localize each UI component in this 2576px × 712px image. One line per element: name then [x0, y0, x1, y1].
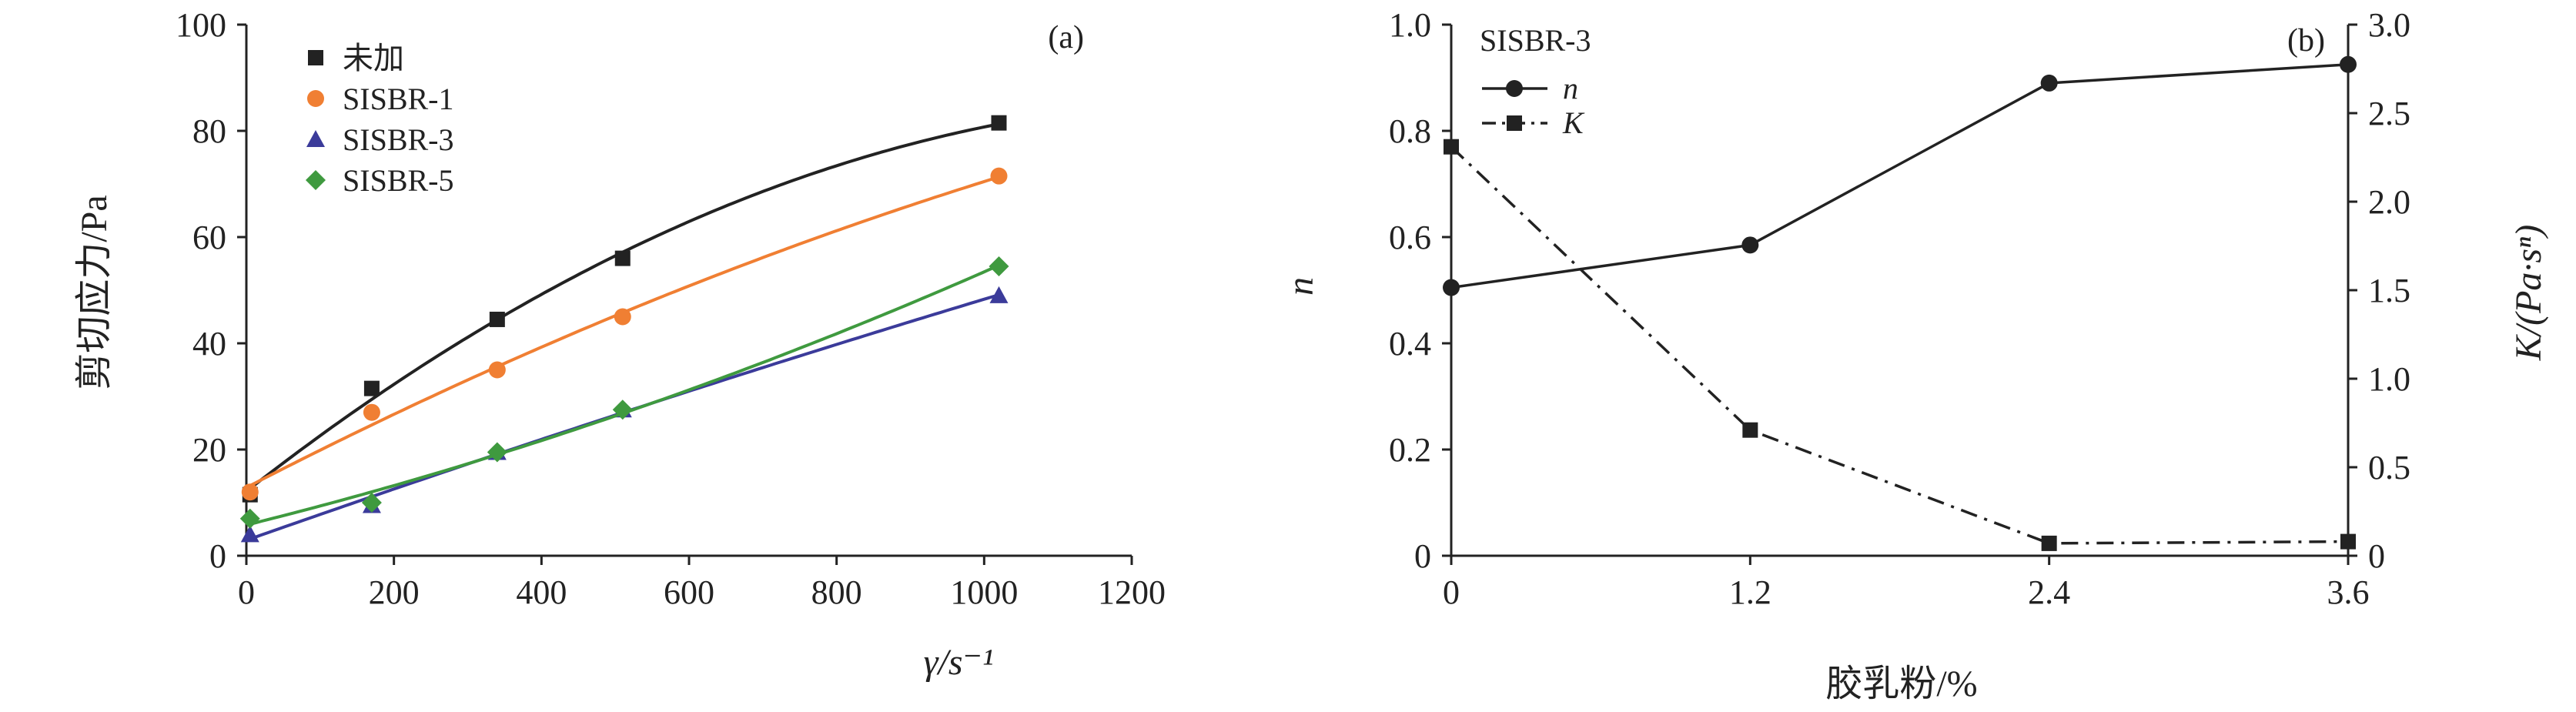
y-tick-label: 60 — [192, 219, 226, 256]
legend: 未加 SISBR-1 SISBR-3 SISBR-5 — [306, 41, 454, 198]
y-axis-label: n — [1280, 277, 1321, 296]
legend-marker — [1507, 115, 1522, 131]
chart-title: SISBR-3 — [1480, 23, 1591, 58]
legend-label: SISBR-1 — [343, 82, 454, 116]
data-point — [361, 493, 382, 513]
y2-tick-label: 2.5 — [2368, 95, 2410, 132]
data-point — [2340, 533, 2356, 550]
panel-a-shear-stress-chart: 0 200 400 600 800 1000 1200 0 20 40 60 80 100 γ/s⁻¹ 剪切… — [74, 6, 1166, 683]
x-axis-label: γ/s⁻¹ — [924, 642, 994, 683]
panel-label: (b) — [2287, 23, 2325, 58]
legend-marker — [308, 50, 323, 65]
legend-marker — [1506, 80, 1523, 97]
data-point — [2041, 535, 2057, 551]
trend-line — [249, 175, 1001, 487]
data-point — [1742, 422, 1758, 438]
data-point — [363, 380, 380, 396]
legend: nK — [1482, 71, 1585, 140]
y2-axis-label: K/(Pa·sⁿ) — [2508, 225, 2549, 361]
y-axis-label: 剪切应力/Pa — [74, 195, 115, 389]
data-point — [989, 286, 1009, 303]
legend-marker — [307, 90, 324, 107]
series-K — [1444, 139, 2356, 551]
series-line — [1450, 63, 2349, 289]
x-tick-label: 3.6 — [2327, 573, 2370, 611]
legend-label: SISBR-3 — [343, 122, 454, 157]
series-SISBR-5 — [239, 256, 1009, 529]
y-tick-label: 40 — [192, 325, 226, 363]
data-point — [240, 525, 259, 543]
data-point — [2040, 74, 2058, 92]
data-point — [612, 399, 633, 420]
data-point — [487, 442, 507, 463]
y2-tick-label: 0 — [2368, 537, 2385, 575]
x-tick-label: 0 — [238, 573, 255, 611]
x-tick-label: 1200 — [1098, 573, 1166, 611]
data-point — [989, 256, 1009, 276]
x-tick-label: 600 — [664, 573, 714, 611]
legend-marker — [306, 170, 326, 190]
data-point — [990, 167, 1008, 185]
panel-b-n-k-chart: 0 1.2 2.4 3.600.20.40.60.81.000.51.01.52.02… — [1280, 6, 2549, 704]
data-point — [1443, 279, 1460, 296]
legend-label: K — [1562, 105, 1585, 140]
x-tick-label: 400 — [516, 573, 567, 611]
x-tick-label: 1000 — [950, 573, 1018, 611]
x-tick-label: 200 — [369, 573, 420, 611]
data-point — [489, 311, 505, 327]
trend-line — [249, 263, 1001, 526]
legend-label: SISBR-5 — [343, 163, 454, 198]
data-point — [2340, 55, 2357, 73]
x-tick-label: 1.2 — [1729, 573, 1771, 611]
y-tick-label: 0.8 — [1389, 112, 1431, 150]
data-point — [363, 403, 380, 421]
legend-marker — [306, 130, 325, 147]
data-point — [488, 361, 506, 379]
y2-tick-label: 3.0 — [2368, 6, 2410, 44]
series-line — [1450, 145, 2349, 545]
data-point — [239, 508, 260, 529]
data-point — [1444, 139, 1459, 155]
y-tick-label: 0.6 — [1389, 219, 1431, 256]
panel-label: (a) — [1048, 20, 1084, 55]
data-point — [1741, 236, 1759, 254]
y2-tick-label: 1.5 — [2368, 272, 2410, 309]
y-tick-label: 80 — [192, 112, 226, 150]
data-point — [991, 115, 1007, 131]
y2-tick-label: 2.0 — [2368, 183, 2410, 221]
x-tick-label: 800 — [811, 573, 862, 611]
y-tick-label: 0.4 — [1389, 325, 1431, 363]
y-tick-label: 1.0 — [1389, 6, 1431, 44]
series-SISBR-1 — [241, 167, 1008, 501]
data-point — [614, 308, 631, 326]
y-tick-label: 100 — [176, 6, 226, 44]
y-tick-label: 0 — [1414, 537, 1431, 575]
x-axis-label: 胶乳粉/% — [1825, 664, 1977, 704]
x-tick-label: 0 — [1443, 573, 1460, 611]
data-point — [614, 250, 631, 266]
y2-tick-label: 0.5 — [2368, 449, 2410, 486]
legend-label: 未加 — [343, 41, 404, 75]
y-tick-label: 0.2 — [1389, 431, 1431, 469]
y-tick-label: 20 — [192, 431, 226, 469]
y2-tick-label: 1.0 — [2368, 360, 2410, 398]
legend-label: n — [1563, 71, 1578, 105]
series-n — [1443, 55, 2357, 296]
y-tick-label: 0 — [209, 537, 226, 575]
x-tick-label: 2.4 — [2028, 573, 2070, 611]
data-point — [241, 483, 259, 501]
